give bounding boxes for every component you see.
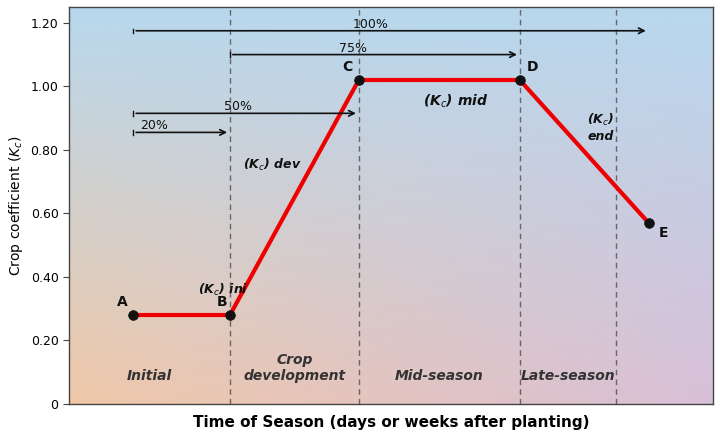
Text: (K$_c$)
end: (K$_c$) end	[588, 112, 615, 143]
Text: Mid-season: Mid-season	[395, 369, 484, 383]
Text: 75%: 75%	[339, 42, 367, 55]
Text: A: A	[117, 295, 128, 309]
Text: (K$_c$) ini: (K$_c$) ini	[198, 282, 248, 298]
X-axis label: Time of Season (days or weeks after planting): Time of Season (days or weeks after plan…	[193, 415, 589, 430]
Text: Crop
development: Crop development	[243, 353, 346, 383]
Text: C: C	[343, 59, 353, 74]
Text: B: B	[217, 295, 228, 309]
Text: 20%: 20%	[140, 119, 168, 132]
Text: (K$_c$) dev: (K$_c$) dev	[243, 157, 302, 173]
Y-axis label: Crop coefficient ($K_c$): Crop coefficient ($K_c$)	[7, 135, 25, 276]
Text: 50%: 50%	[223, 100, 251, 113]
Text: Late-season: Late-season	[521, 369, 616, 383]
Text: (K$_c$) mid: (K$_c$) mid	[423, 92, 489, 110]
Text: D: D	[526, 59, 538, 74]
Text: Initial: Initial	[127, 369, 172, 383]
Text: 100%: 100%	[352, 17, 388, 31]
Text: E: E	[658, 226, 668, 240]
